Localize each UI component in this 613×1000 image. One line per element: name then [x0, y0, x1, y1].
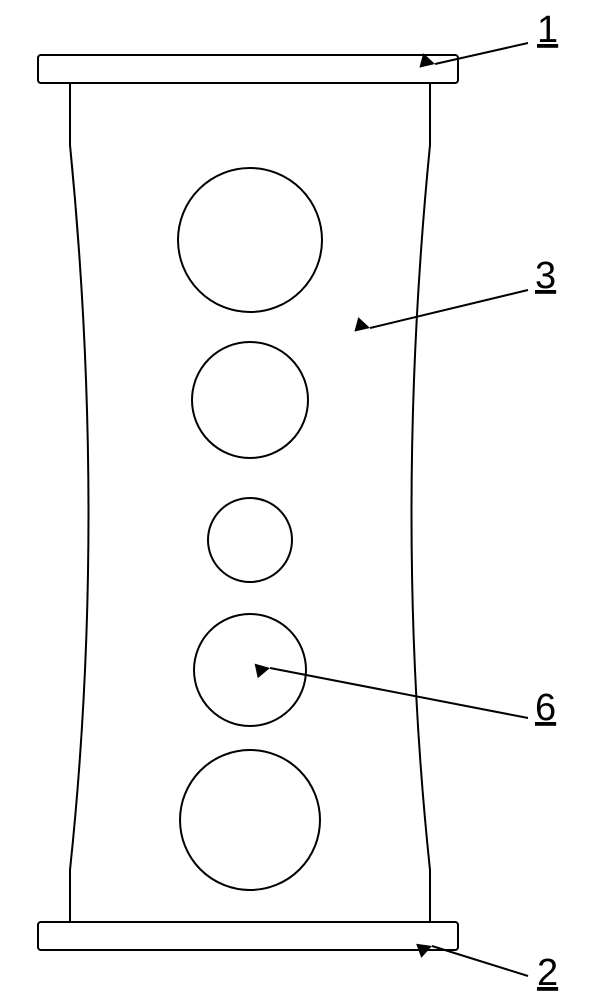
callout-3: 3	[354, 255, 556, 332]
leader-line-6	[270, 668, 528, 718]
body-web	[70, 83, 430, 922]
label-3: 3	[535, 255, 556, 297]
hole-2	[192, 342, 308, 458]
hole-5	[180, 750, 320, 890]
arrowhead-6	[255, 664, 270, 679]
callout-2: 2	[416, 944, 558, 994]
hole-1	[178, 168, 322, 312]
bottom-plate	[38, 922, 458, 950]
label-6: 6	[535, 687, 556, 729]
callout-1: 1	[419, 9, 558, 68]
leader-line-3	[370, 290, 528, 328]
top-plate	[38, 55, 458, 83]
hole-4	[194, 614, 306, 726]
label-2: 2	[537, 952, 558, 994]
label-1: 1	[537, 9, 558, 51]
leader-line-2	[432, 946, 528, 976]
hole-3	[208, 498, 292, 582]
leader-line-1	[435, 43, 528, 64]
arrowhead-3	[354, 317, 370, 332]
